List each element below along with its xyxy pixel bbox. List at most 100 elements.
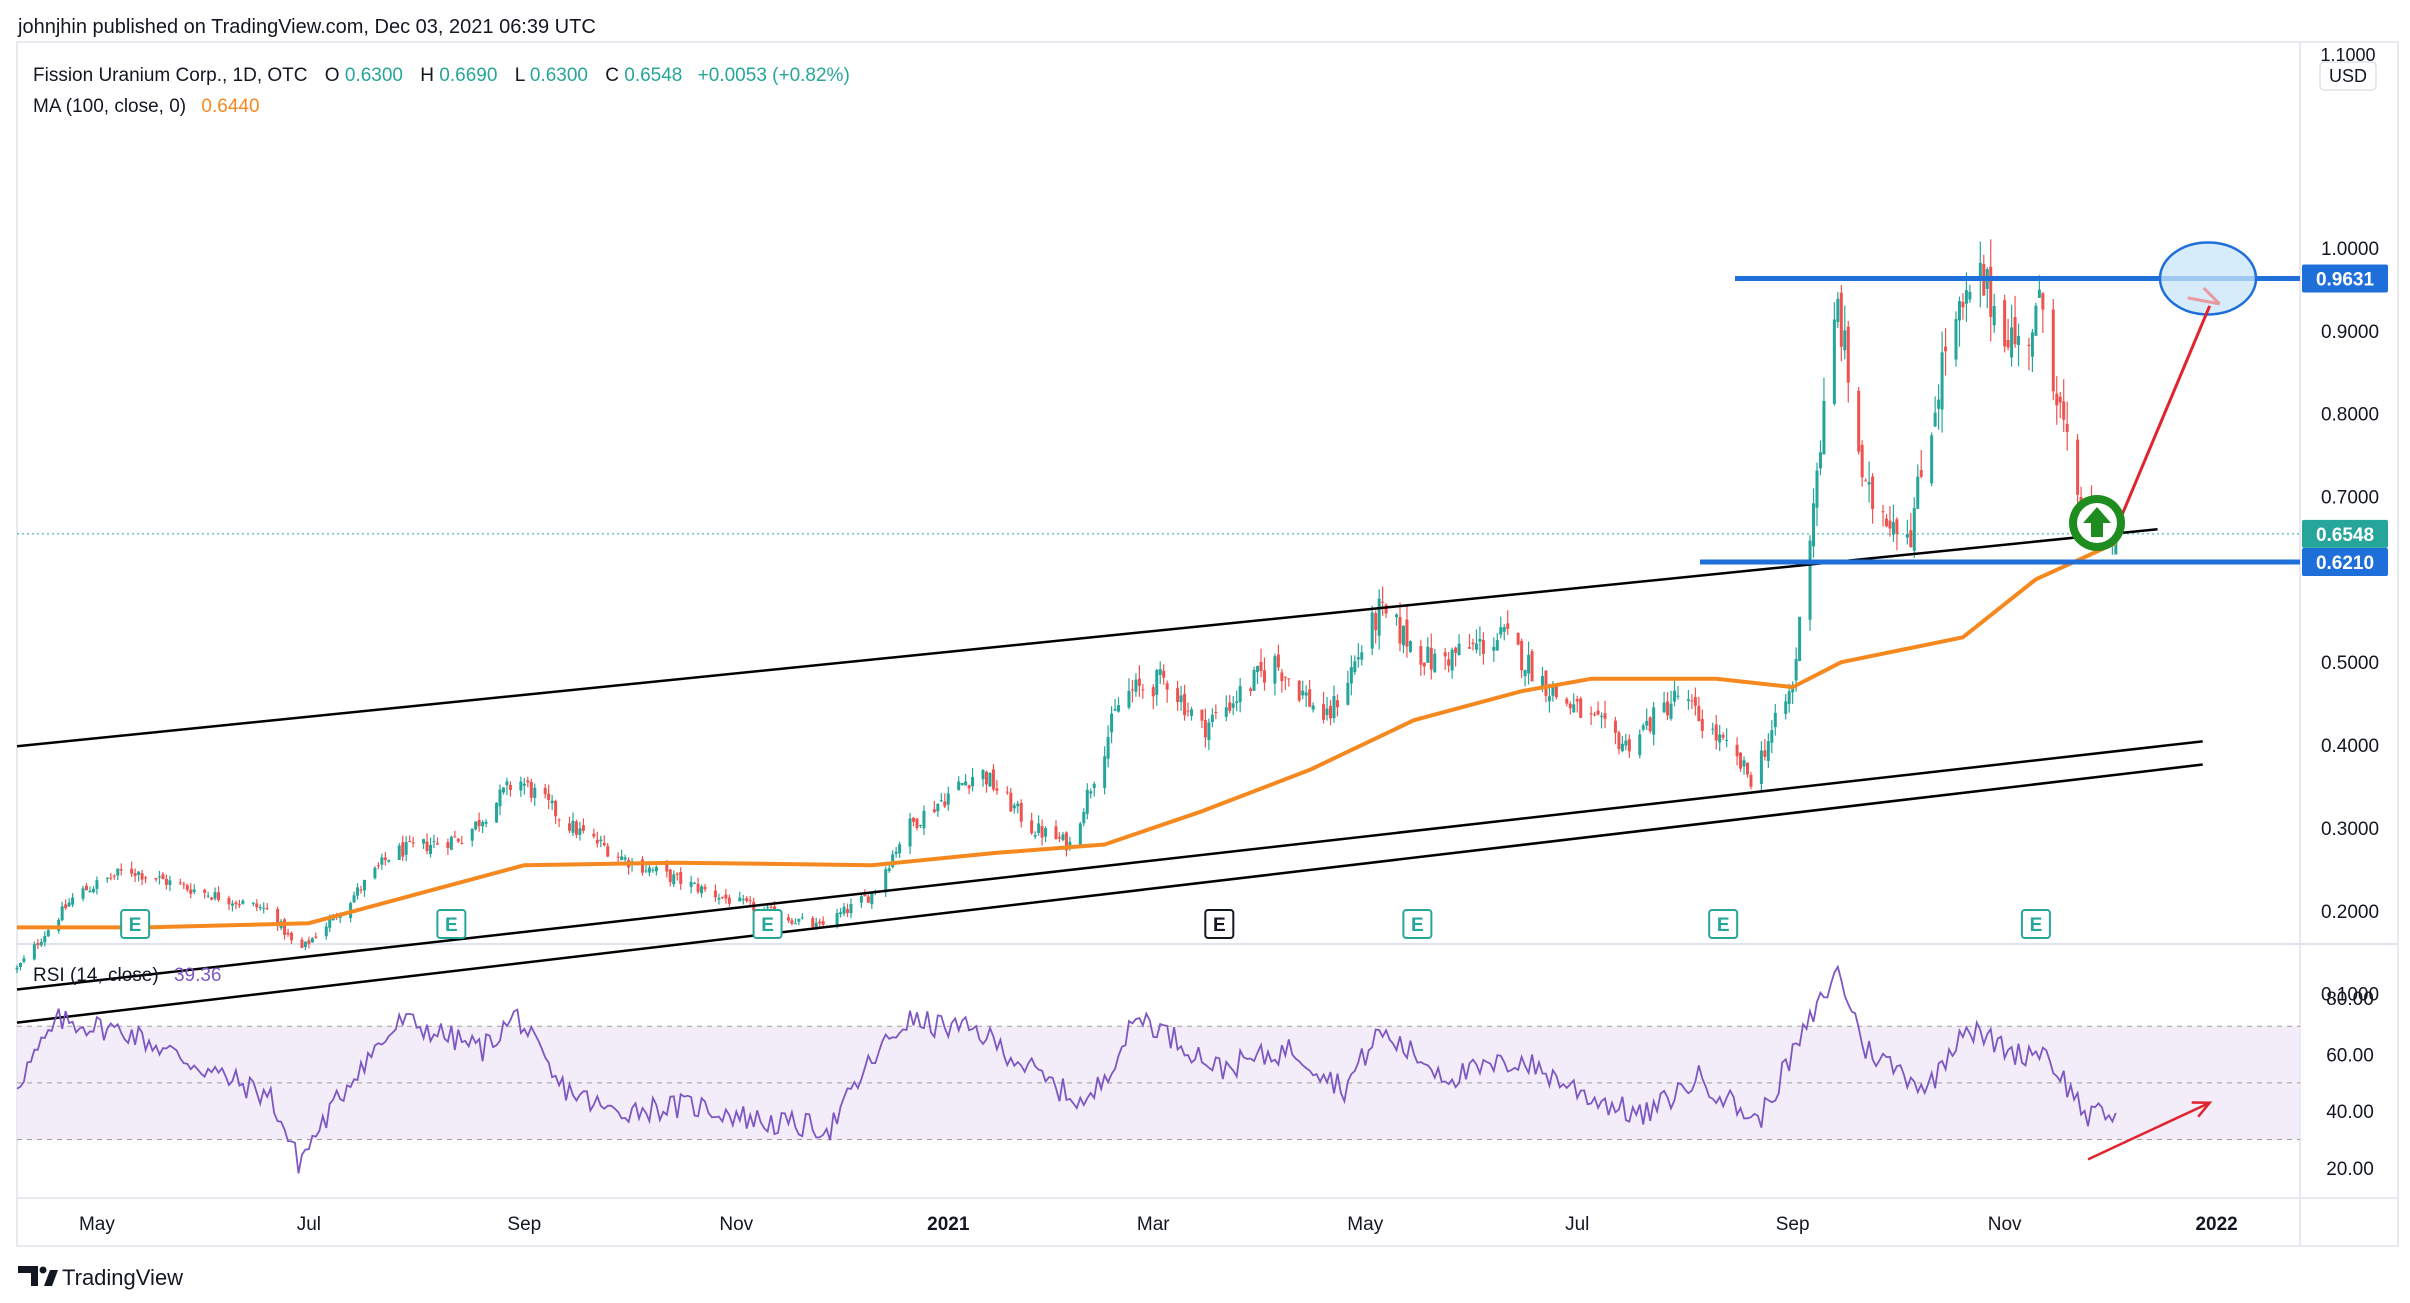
time-axis-tick-label: Mar	[1137, 1214, 1170, 1235]
high-label: H	[420, 65, 434, 86]
candle-body	[387, 859, 391, 862]
candle-body	[592, 833, 596, 837]
candle-body	[300, 939, 304, 948]
candle-body	[1419, 646, 1423, 665]
candle-body	[1711, 728, 1715, 730]
symbol-legend[interactable]: Fission Uranium Corp., 1D, OTC O 0.6300 …	[33, 65, 850, 117]
time-axis[interactable]: May Jul Sep Nov 2021 Mar May Jul Sep Nov 2022	[79, 1214, 2238, 1235]
candle-body	[769, 906, 773, 908]
candle-body	[1627, 739, 1631, 752]
candle-body	[790, 920, 794, 924]
candle-body	[1818, 452, 1822, 469]
channel-lower-line-2[interactable]	[16, 763, 2203, 1024]
candle-body	[1620, 743, 1624, 752]
candle-body	[1700, 719, 1704, 731]
candle-body	[1259, 661, 1263, 671]
candle-body	[620, 856, 624, 861]
candle-body	[623, 857, 627, 860]
candle-body	[1808, 540, 1812, 620]
candle-body	[1256, 665, 1260, 673]
price-axis-tick-label: 0.8000	[2321, 405, 2379, 426]
candle-body	[1082, 812, 1086, 824]
candle-body	[1784, 701, 1788, 714]
candle-body	[1061, 834, 1065, 840]
candle-body	[602, 842, 606, 846]
rsi-axis[interactable]: 80.00 60.00 40.00 20.00	[2326, 989, 2374, 1180]
candle-body	[741, 899, 745, 901]
candle-body	[1273, 656, 1277, 684]
candle-body	[1742, 760, 1746, 767]
tradingview-logo[interactable]: TradingView	[18, 1265, 183, 1290]
price-axis-tick-label: 0.9000	[2321, 322, 2379, 343]
rsi-arrow-line[interactable]	[2087, 1101, 2211, 1161]
price-pane[interactable]	[15, 239, 2301, 1024]
candle-body	[1308, 689, 1312, 707]
candle-body	[1669, 703, 1673, 719]
candle-body	[1864, 480, 1868, 482]
channel-upper-line[interactable]	[16, 527, 2158, 748]
ma-legend-label[interactable]: MA (100, close, 0)	[33, 96, 186, 117]
candle-body	[793, 923, 797, 925]
candle-body	[1596, 710, 1600, 715]
candle-body	[1735, 744, 1739, 757]
close-label: C	[605, 65, 619, 86]
candle-body	[870, 893, 874, 905]
candle-body	[449, 836, 453, 850]
candle-body	[328, 918, 332, 928]
channel-lower-line[interactable]	[16, 740, 2203, 991]
candle-body	[109, 877, 113, 879]
candle-body	[168, 880, 172, 885]
candle-body	[1481, 640, 1485, 655]
candle-body	[1304, 692, 1308, 696]
candle-body	[1593, 714, 1597, 716]
candle-body	[1815, 470, 1819, 508]
time-axis-tick-label: Jul	[297, 1214, 321, 1235]
candle-body	[241, 900, 245, 904]
candle-body	[1078, 823, 1082, 845]
candle-body	[1224, 707, 1228, 717]
price-axis[interactable]: 1.0000 0.9000 0.8000 0.7000 0.5000 0.4000 0.30…	[2321, 239, 2379, 1006]
drawings-layer[interactable]	[16, 241, 2300, 1024]
candle-body	[811, 917, 815, 927]
candle-body	[178, 882, 182, 884]
candle-body	[1103, 756, 1107, 788]
candle-body	[1447, 659, 1451, 666]
candle-body	[971, 776, 975, 787]
candle-body	[696, 883, 700, 892]
svg-text:RSI (14, close) 39.36: RSI (14, close) 39.36	[33, 965, 221, 986]
price-axis-tick-label: 0.3000	[2321, 819, 2379, 840]
candle-body	[338, 915, 342, 918]
candle-body	[1037, 823, 1041, 833]
candle-body	[1349, 667, 1353, 684]
rsi-pane[interactable]	[16, 964, 2300, 1174]
target-ellipse[interactable]	[2158, 241, 2258, 316]
candle-body	[1600, 715, 1604, 717]
candle-body	[1905, 534, 1909, 538]
candle-body	[717, 897, 721, 900]
rsi-legend[interactable]: RSI (14, close) 39.36	[33, 965, 221, 986]
candle-body	[376, 865, 380, 867]
candle-body	[640, 859, 644, 873]
candle-body	[352, 895, 356, 903]
rsi-line	[16, 964, 2117, 1174]
earnings-marker	[120, 909, 151, 939]
rsi-legend-label[interactable]: RSI (14, close)	[33, 965, 159, 986]
time-axis-tick-label: Jul	[1565, 1214, 1589, 1235]
time-axis-tick-label: 2021	[927, 1214, 970, 1235]
candle-body	[161, 874, 165, 880]
candle-body	[133, 873, 137, 877]
candle-body	[1978, 262, 1982, 281]
candle-body	[2030, 332, 2034, 357]
up-arrow-icon	[2083, 507, 2111, 537]
candle-body	[1176, 688, 1180, 702]
time-axis-tick-label: Nov	[1988, 1214, 2022, 1235]
candle-body	[918, 824, 922, 826]
target-arrow-line[interactable]	[2114, 305, 2212, 531]
currency-button[interactable]	[2319, 61, 2377, 91]
candle-body	[435, 843, 439, 845]
support-price-tag: 0.6210	[2316, 553, 2374, 574]
candle-body	[1523, 670, 1527, 677]
symbol-title[interactable]: Fission Uranium Corp., 1D, OTC	[33, 65, 308, 86]
candle-body	[303, 941, 307, 947]
